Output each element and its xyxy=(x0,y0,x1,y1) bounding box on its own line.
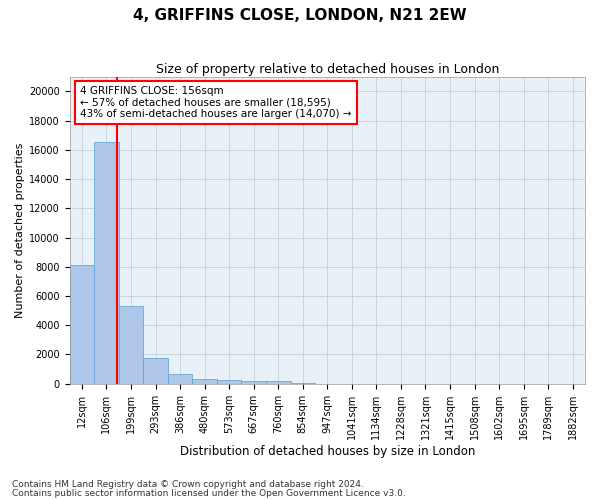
Title: Size of property relative to detached houses in London: Size of property relative to detached ho… xyxy=(155,62,499,76)
Bar xyxy=(290,383,315,384)
Bar xyxy=(143,358,168,384)
Bar xyxy=(119,306,143,384)
Text: Contains public sector information licensed under the Open Government Licence v3: Contains public sector information licen… xyxy=(12,489,406,498)
Text: 4, GRIFFINS CLOSE, LONDON, N21 2EW: 4, GRIFFINS CLOSE, LONDON, N21 2EW xyxy=(133,8,467,22)
Bar xyxy=(217,380,241,384)
Bar xyxy=(94,142,119,384)
Bar xyxy=(241,381,266,384)
Text: Contains HM Land Registry data © Crown copyright and database right 2024.: Contains HM Land Registry data © Crown c… xyxy=(12,480,364,489)
Bar xyxy=(193,378,217,384)
Bar xyxy=(168,374,193,384)
Bar xyxy=(70,266,94,384)
Text: 4 GRIFFINS CLOSE: 156sqm
← 57% of detached houses are smaller (18,595)
43% of se: 4 GRIFFINS CLOSE: 156sqm ← 57% of detach… xyxy=(80,86,352,119)
Y-axis label: Number of detached properties: Number of detached properties xyxy=(15,142,25,318)
X-axis label: Distribution of detached houses by size in London: Distribution of detached houses by size … xyxy=(179,444,475,458)
Bar xyxy=(266,381,290,384)
